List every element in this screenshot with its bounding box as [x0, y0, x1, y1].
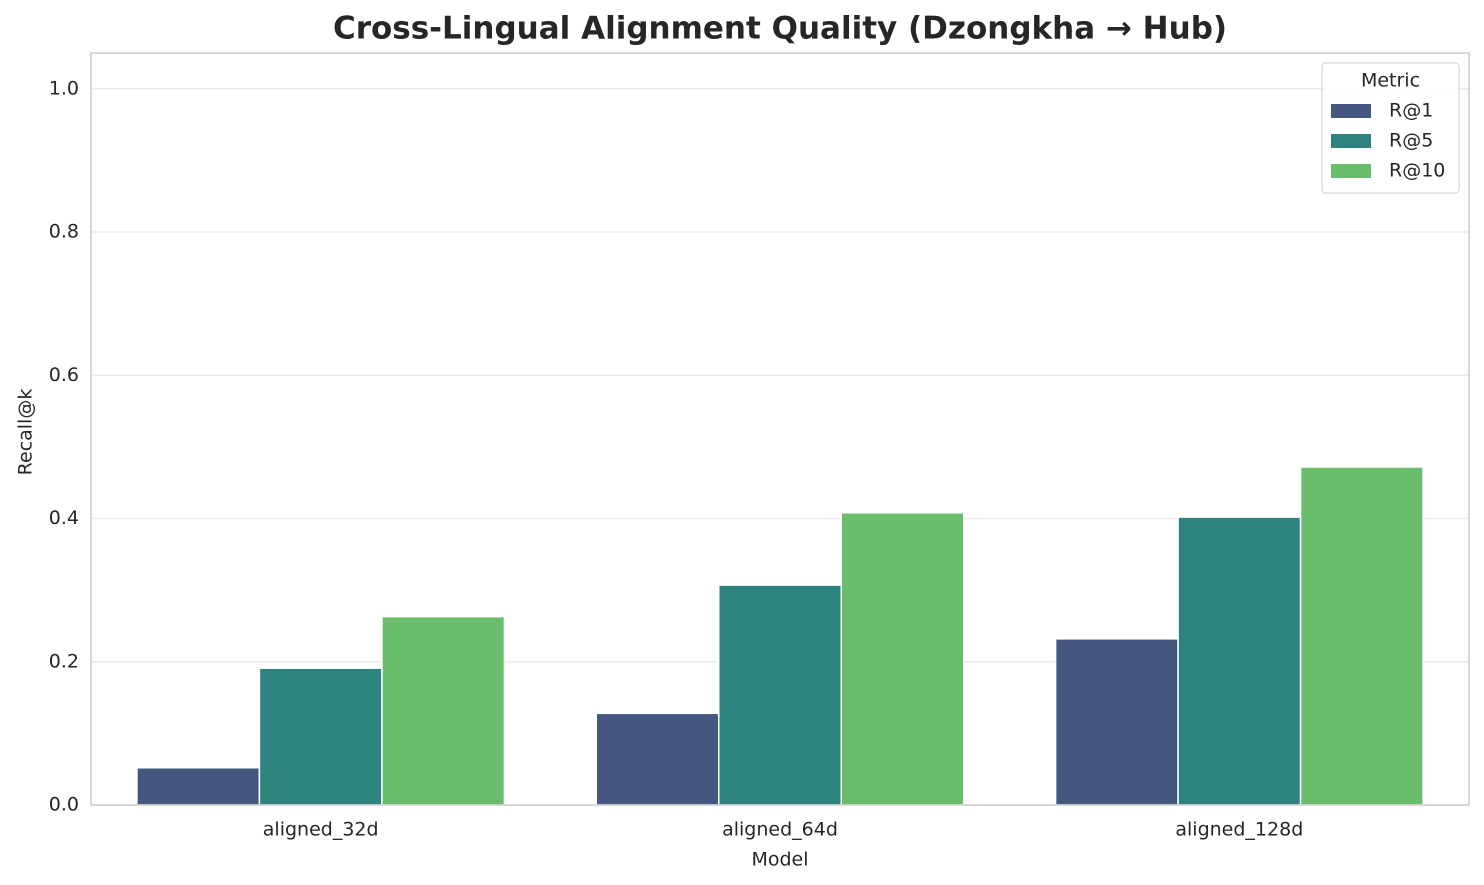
x-tick-label: aligned_32d: [263, 819, 379, 841]
x-tick-label: aligned_64d: [722, 819, 838, 841]
legend-box: [1321, 62, 1460, 194]
legend-swatch: [1331, 104, 1371, 118]
legend-label: R@10: [1389, 160, 1445, 182]
legend-swatch: [1331, 164, 1371, 178]
chart-title: Cross-Lingual Alignment Quality (Dzongkh…: [333, 11, 1227, 47]
y-tick-label: 1.0: [49, 77, 79, 99]
legend-label: R@1: [1389, 100, 1433, 122]
bar: [1177, 516, 1302, 806]
y-tick-label: 0.8: [49, 221, 79, 243]
x-tick-label: aligned_128d: [1175, 819, 1303, 841]
y-tick-label: 0.4: [49, 507, 79, 529]
bar: [136, 767, 261, 806]
bar: [1054, 638, 1179, 806]
bar: [1299, 466, 1424, 806]
x-axis-label: Model: [751, 849, 808, 871]
legend-title: Metric: [1361, 70, 1420, 92]
y-tick-label: 0.0: [49, 794, 79, 816]
bar: [381, 615, 506, 806]
bar: [718, 584, 842, 806]
plot-frame: [90, 52, 1470, 806]
y-tick-label: 0.6: [49, 364, 79, 386]
legend-label: R@5: [1389, 130, 1433, 152]
y-axis-label: Recall@k: [15, 389, 37, 476]
bar: [258, 667, 383, 806]
legend-swatch: [1331, 134, 1371, 148]
bar: [595, 712, 720, 806]
y-tick-label: 0.2: [49, 650, 79, 672]
bar: [840, 512, 965, 806]
